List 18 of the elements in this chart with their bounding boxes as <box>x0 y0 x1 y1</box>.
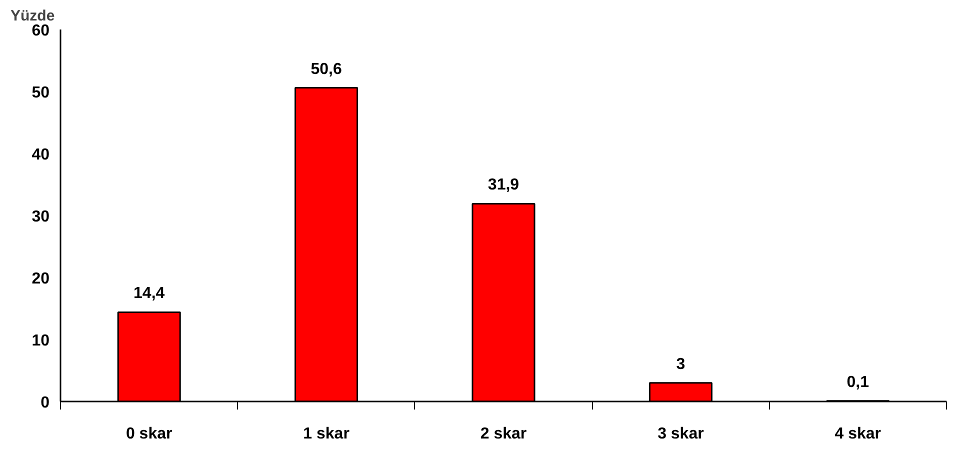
data-label: 14,4 <box>134 285 165 302</box>
y-tick-label: 20 <box>32 270 50 288</box>
data-label: 31,9 <box>488 176 520 194</box>
y-tick-label: 50 <box>32 84 50 102</box>
y-tick-label: 0 <box>40 394 50 412</box>
x-tick-label: 1 skar <box>303 426 350 442</box>
y-tick-label: 10 <box>32 332 50 350</box>
x-tick-label: 3 skar <box>658 426 704 442</box>
y-tick-label: 30 <box>32 208 50 226</box>
x-tick-label: 2 skar <box>480 426 527 442</box>
data-label: 0,1 <box>846 374 870 391</box>
y-tick-label: 40 <box>32 146 50 164</box>
x-tick-label: 4 skar <box>834 426 882 442</box>
y-axis-title: Yüzde <box>10 8 55 24</box>
x-tick-label: 0 skar <box>126 426 172 442</box>
data-label: 3 <box>676 356 686 373</box>
data-label: 50,6 <box>310 60 342 78</box>
y-tick-label: 60 <box>32 22 50 40</box>
